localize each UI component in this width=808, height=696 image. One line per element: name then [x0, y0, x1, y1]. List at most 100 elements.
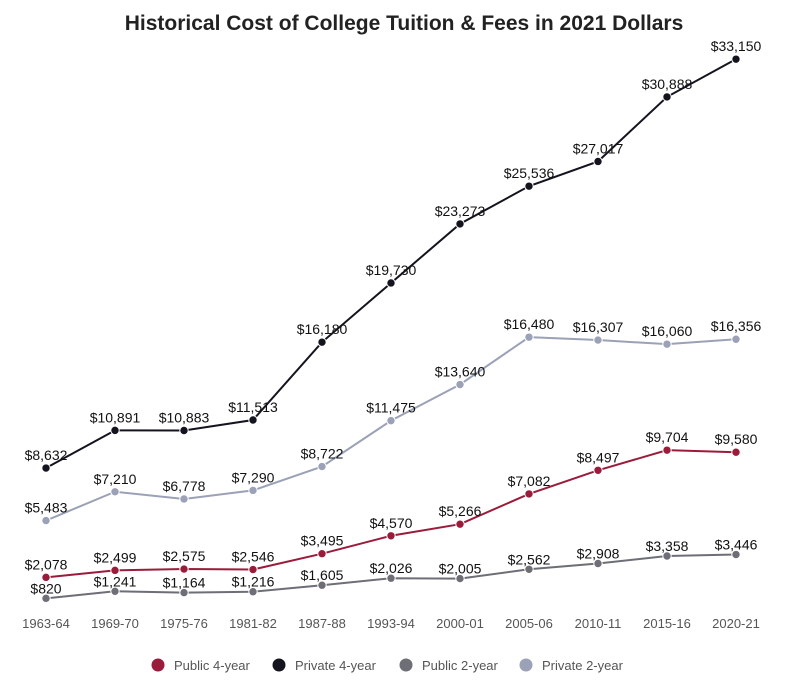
- data-label: $10,891: [90, 409, 141, 425]
- data-label: $16,356: [711, 318, 762, 334]
- data-label: $27,017: [573, 140, 624, 156]
- data-point[interactable]: [248, 564, 258, 575]
- data-point[interactable]: [317, 580, 327, 590]
- data-point[interactable]: [248, 415, 258, 425]
- data-point[interactable]: [110, 425, 120, 436]
- data-point[interactable]: [455, 519, 465, 529]
- data-label: $2,575: [163, 548, 206, 564]
- data-label: $8,632: [25, 447, 68, 463]
- data-point[interactable]: [524, 332, 534, 342]
- data-label: $4,570: [370, 515, 413, 531]
- data-label: $16,480: [504, 316, 555, 332]
- data-point[interactable]: [593, 465, 603, 476]
- data-point[interactable]: [731, 334, 741, 344]
- data-point[interactable]: [386, 415, 396, 426]
- data-point[interactable]: [41, 463, 51, 473]
- x-tick-label: 2000-01: [436, 616, 484, 631]
- data-point[interactable]: [455, 573, 465, 584]
- data-point[interactable]: [731, 447, 741, 457]
- data-label: $1,164: [163, 575, 206, 591]
- data-label: $8,722: [301, 446, 344, 462]
- data-label: $7,290: [232, 469, 275, 485]
- series-private-2-year: [41, 332, 741, 526]
- data-point[interactable]: [179, 564, 189, 574]
- x-tick-label: 1987-88: [298, 616, 346, 631]
- legend-swatch: [272, 658, 286, 672]
- data-point[interactable]: [593, 558, 603, 569]
- data-point[interactable]: [386, 278, 396, 288]
- x-tick-label: 1963-64: [22, 616, 70, 631]
- data-point[interactable]: [455, 219, 465, 229]
- data-point[interactable]: [179, 494, 189, 504]
- legend-item[interactable]: Private 4-year: [272, 658, 377, 673]
- series-public-2-year: [41, 549, 741, 604]
- legend-item[interactable]: Private 2-year: [519, 658, 624, 673]
- data-point[interactable]: [524, 489, 534, 499]
- data-label: $6,778: [163, 478, 206, 494]
- series-public-4-year: [41, 445, 741, 583]
- data-labels: $2,078 $2,499 $2,575 $2,546 $3,495 $4,570 $5,2…: [25, 38, 762, 596]
- data-label: $820: [30, 580, 61, 596]
- data-point[interactable]: [662, 92, 672, 102]
- legend-swatch: [151, 658, 165, 672]
- data-label: $30,888: [642, 76, 693, 92]
- data-point[interactable]: [731, 549, 741, 560]
- data-point[interactable]: [179, 587, 189, 598]
- data-point[interactable]: [524, 181, 534, 191]
- legend-label: Public 2-year: [422, 658, 499, 673]
- data-point[interactable]: [317, 461, 327, 472]
- data-label: $1,241: [94, 573, 137, 589]
- data-point[interactable]: [662, 339, 672, 349]
- data-label: $1,605: [301, 567, 344, 583]
- data-point[interactable]: [593, 156, 603, 167]
- data-label: $2,546: [232, 549, 275, 565]
- data-label: $11,475: [366, 400, 416, 416]
- data-label: $19,730: [366, 262, 417, 278]
- data-point[interactable]: [41, 572, 51, 583]
- data-label: $7,210: [94, 471, 137, 487]
- data-point[interactable]: [593, 335, 603, 345]
- data-point[interactable]: [524, 564, 534, 574]
- data-label: $23,273: [435, 203, 486, 219]
- data-point[interactable]: [662, 445, 672, 455]
- data-point[interactable]: [248, 485, 258, 496]
- data-label: $2,562: [508, 551, 551, 567]
- data-point[interactable]: [662, 551, 672, 561]
- chart-title: Historical Cost of College Tuition & Fee…: [124, 12, 684, 35]
- data-point[interactable]: [41, 593, 51, 604]
- data-label: $9,580: [715, 431, 758, 447]
- legend-item[interactable]: Public 2-year: [399, 658, 499, 673]
- legend-label: Private 4-year: [295, 658, 377, 673]
- data-point[interactable]: [455, 379, 465, 390]
- legend-swatch: [399, 658, 413, 672]
- data-label: $11,513: [228, 399, 278, 415]
- legend-swatch: [519, 658, 533, 672]
- data-point[interactable]: [179, 425, 189, 436]
- data-label: $33,150: [711, 38, 762, 54]
- x-tick-label: 1981-82: [229, 616, 277, 631]
- data-point[interactable]: [386, 531, 396, 541]
- data-label: $3,446: [715, 537, 758, 553]
- data-point[interactable]: [248, 587, 258, 597]
- data-point[interactable]: [386, 573, 396, 583]
- data-point[interactable]: [317, 549, 327, 559]
- data-label: $10,883: [159, 410, 210, 426]
- x-tick-label: 1975-76: [160, 616, 208, 631]
- data-point[interactable]: [317, 337, 327, 347]
- data-point[interactable]: [110, 487, 120, 497]
- legend: Public 4-year Private 4-year Public 2-year…: [151, 658, 624, 673]
- data-point[interactable]: [41, 515, 51, 526]
- x-tick-label: 1969-70: [91, 616, 139, 631]
- data-point[interactable]: [731, 54, 741, 64]
- data-label: $13,640: [435, 364, 486, 380]
- data-label: $2,078: [25, 556, 68, 572]
- data-label: $2,908: [577, 546, 620, 562]
- x-tick-label: 2005-06: [505, 616, 553, 631]
- data-point[interactable]: [110, 565, 120, 576]
- legend-item[interactable]: Public 4-year: [151, 658, 251, 673]
- data-point[interactable]: [110, 586, 120, 597]
- data-label: $3,358: [646, 538, 689, 554]
- data-label: $16,060: [642, 323, 693, 339]
- data-label: $1,216: [232, 574, 275, 590]
